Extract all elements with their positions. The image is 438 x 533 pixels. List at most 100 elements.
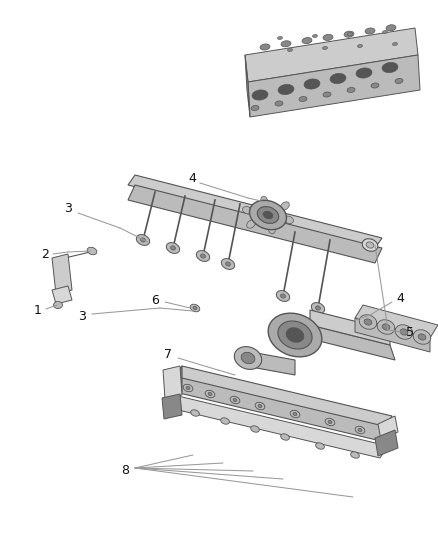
Ellipse shape	[347, 33, 353, 36]
Ellipse shape	[278, 321, 312, 349]
Polygon shape	[245, 28, 418, 82]
Polygon shape	[310, 325, 395, 360]
Ellipse shape	[87, 247, 97, 255]
Ellipse shape	[304, 79, 320, 89]
Polygon shape	[163, 366, 182, 399]
Ellipse shape	[311, 303, 325, 313]
Ellipse shape	[286, 328, 304, 342]
Ellipse shape	[255, 402, 265, 410]
Ellipse shape	[281, 41, 291, 47]
Ellipse shape	[193, 306, 197, 310]
Polygon shape	[310, 310, 390, 345]
Ellipse shape	[233, 399, 237, 401]
Text: 4: 4	[396, 292, 404, 304]
Ellipse shape	[208, 392, 212, 395]
Ellipse shape	[400, 329, 408, 335]
Polygon shape	[378, 416, 398, 440]
Polygon shape	[355, 318, 430, 352]
Ellipse shape	[323, 92, 331, 97]
Ellipse shape	[234, 346, 261, 369]
Ellipse shape	[313, 35, 318, 37]
Ellipse shape	[357, 44, 363, 47]
Ellipse shape	[358, 429, 362, 432]
Ellipse shape	[226, 262, 230, 266]
Ellipse shape	[287, 49, 293, 52]
Ellipse shape	[221, 418, 230, 424]
Ellipse shape	[251, 106, 259, 110]
Ellipse shape	[323, 34, 333, 41]
Ellipse shape	[268, 224, 276, 234]
Text: 7: 7	[164, 348, 172, 360]
Ellipse shape	[281, 434, 290, 440]
Polygon shape	[52, 254, 72, 294]
Ellipse shape	[355, 426, 365, 434]
Text: 3: 3	[64, 201, 72, 214]
Ellipse shape	[258, 405, 262, 408]
Ellipse shape	[251, 426, 259, 432]
Ellipse shape	[268, 313, 322, 357]
Ellipse shape	[257, 207, 279, 223]
Ellipse shape	[395, 325, 413, 340]
Text: 6: 6	[151, 294, 159, 306]
Ellipse shape	[371, 83, 379, 88]
Ellipse shape	[280, 202, 289, 210]
Ellipse shape	[190, 304, 200, 312]
Ellipse shape	[263, 211, 273, 219]
Ellipse shape	[377, 320, 395, 334]
Polygon shape	[245, 55, 250, 117]
Ellipse shape	[325, 418, 335, 426]
Text: 5: 5	[406, 326, 414, 338]
Ellipse shape	[275, 101, 283, 106]
Ellipse shape	[191, 410, 199, 416]
Ellipse shape	[276, 290, 290, 302]
Ellipse shape	[170, 246, 175, 250]
Polygon shape	[175, 366, 392, 428]
Ellipse shape	[136, 235, 150, 245]
Polygon shape	[162, 394, 182, 419]
Polygon shape	[375, 430, 398, 456]
Ellipse shape	[330, 74, 346, 84]
Ellipse shape	[230, 397, 240, 403]
Ellipse shape	[241, 352, 255, 364]
Ellipse shape	[322, 46, 328, 50]
Ellipse shape	[395, 78, 403, 84]
Ellipse shape	[364, 319, 372, 325]
Ellipse shape	[366, 242, 374, 248]
Ellipse shape	[356, 68, 372, 78]
Ellipse shape	[278, 36, 283, 39]
Ellipse shape	[316, 306, 321, 310]
Ellipse shape	[382, 62, 398, 72]
Polygon shape	[240, 350, 295, 375]
Polygon shape	[52, 286, 72, 304]
Ellipse shape	[250, 200, 286, 230]
Ellipse shape	[243, 206, 252, 214]
Text: 4: 4	[188, 172, 196, 184]
Text: 1: 1	[34, 303, 42, 317]
Text: 3: 3	[78, 310, 86, 322]
Ellipse shape	[382, 30, 388, 34]
Text: 8: 8	[121, 464, 129, 477]
Polygon shape	[175, 378, 392, 442]
Polygon shape	[128, 175, 382, 248]
Ellipse shape	[386, 25, 396, 31]
Ellipse shape	[201, 254, 205, 258]
Ellipse shape	[281, 294, 286, 298]
Ellipse shape	[252, 90, 268, 100]
Ellipse shape	[141, 238, 145, 242]
Ellipse shape	[186, 386, 190, 390]
Ellipse shape	[382, 324, 390, 330]
Ellipse shape	[290, 410, 300, 418]
Ellipse shape	[260, 44, 270, 50]
Ellipse shape	[53, 302, 63, 309]
Polygon shape	[355, 305, 438, 338]
Polygon shape	[128, 185, 382, 263]
Ellipse shape	[261, 196, 268, 206]
Ellipse shape	[299, 96, 307, 102]
Ellipse shape	[183, 384, 193, 392]
Ellipse shape	[344, 31, 354, 37]
Ellipse shape	[365, 28, 375, 34]
Ellipse shape	[359, 315, 377, 329]
Polygon shape	[248, 55, 420, 117]
Ellipse shape	[293, 413, 297, 416]
Ellipse shape	[221, 259, 235, 269]
